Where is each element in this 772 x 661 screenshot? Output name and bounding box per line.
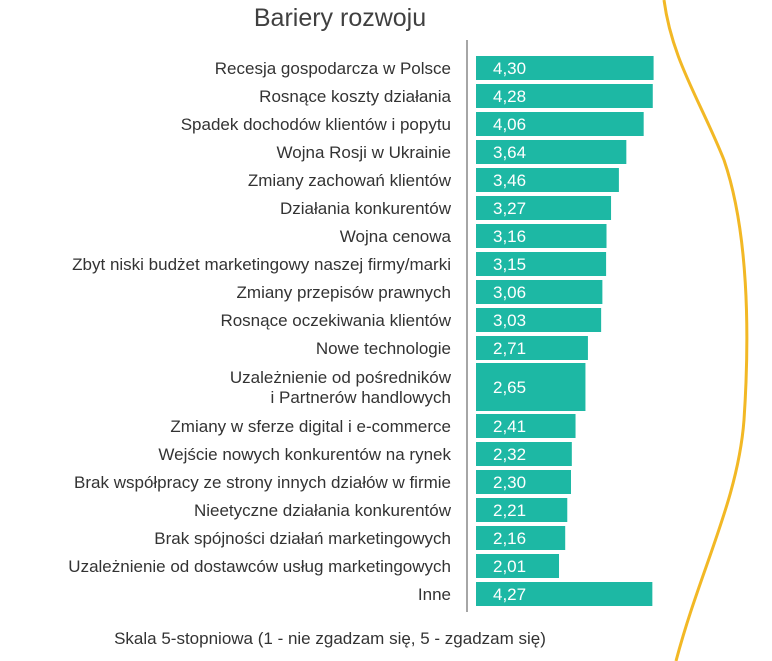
category-label: Uzależnienie od dostawców usług marketin…: [68, 557, 451, 576]
category-label: Wojna Rosji w Ukrainie: [277, 143, 451, 162]
category-label: Spadek dochodów klientów i popytu: [181, 115, 451, 134]
value-label: 4,28: [493, 87, 526, 106]
category-label: Nowe technologie: [316, 339, 451, 358]
category-label: Rosnące oczekiwania klientów: [220, 311, 451, 330]
category-label: Nieetyczne działania konkurentów: [194, 501, 452, 520]
category-label: Zmiany przepisów prawnych: [237, 283, 451, 302]
bar: [476, 526, 566, 550]
value-label: 2,21: [493, 501, 526, 520]
bars-group: 4,30 Recesja gospodarcza w Polsce 4,28 Rosn…: [68, 56, 654, 606]
value-label: 2,71: [493, 339, 526, 358]
category-label: Recesja gospodarcza w Polsce: [215, 59, 451, 78]
value-label: 4,30: [493, 59, 526, 78]
category-label: Działania konkurentów: [280, 199, 452, 218]
bar: [476, 140, 627, 164]
category-label: Zmiany w sferze digital i e-commerce: [170, 417, 451, 436]
value-label: 3,64: [493, 143, 526, 162]
category-label: Uzależnienie od pośredników i Partnerów h…: [230, 368, 452, 407]
chart-title: Bariery rozwoju: [253, 4, 427, 32]
bar: [476, 84, 653, 108]
category-label: Wojna cenowa: [340, 227, 452, 246]
bar: [476, 196, 612, 220]
bar: [476, 582, 653, 606]
bar: [476, 336, 588, 360]
accent-curve: [662, 0, 749, 661]
bar: [476, 112, 644, 136]
bar: [476, 280, 603, 304]
value-label: 3,03: [493, 311, 526, 330]
value-label: 2,30: [493, 473, 526, 492]
category-label: Zbyt niski budżet marketingowy naszej fi…: [72, 255, 451, 274]
bar: [476, 414, 576, 438]
value-label: 3,06: [493, 283, 526, 302]
bar: [476, 554, 560, 578]
value-label: 4,27: [493, 585, 526, 604]
bar: [476, 56, 654, 80]
bar: [476, 308, 602, 332]
value-label: 3,27: [493, 199, 526, 218]
bar: [476, 498, 568, 522]
category-label: Zmiany zachowań klientów: [248, 171, 452, 190]
value-label: 2,41: [493, 417, 526, 436]
bar: [476, 363, 586, 411]
value-label: 2,16: [493, 529, 526, 548]
category-label: Rosnące koszty działania: [259, 87, 451, 106]
bar: [476, 470, 571, 494]
value-label: 4,06: [493, 115, 526, 134]
category-label: Wejście nowych konkurentów na rynek: [158, 445, 451, 464]
value-label: 2,65: [493, 378, 526, 397]
bar: [476, 168, 619, 192]
value-label: 2,32: [493, 445, 526, 464]
bar: [476, 442, 572, 466]
chart-footnote: Skala 5-stopniowa (1 - nie zgadzam się, …: [114, 629, 546, 648]
category-label: Inne: [418, 585, 451, 604]
bar: [476, 224, 607, 248]
value-label: 3,16: [493, 227, 526, 246]
value-label: 2,01: [493, 557, 526, 576]
value-label: 3,15: [493, 255, 526, 274]
bar: [476, 252, 607, 276]
value-label: 3,46: [493, 171, 526, 190]
category-label: Brak współpracy ze strony innych działów…: [74, 473, 451, 492]
category-label: Brak spójności działań marketingowych: [154, 529, 451, 548]
